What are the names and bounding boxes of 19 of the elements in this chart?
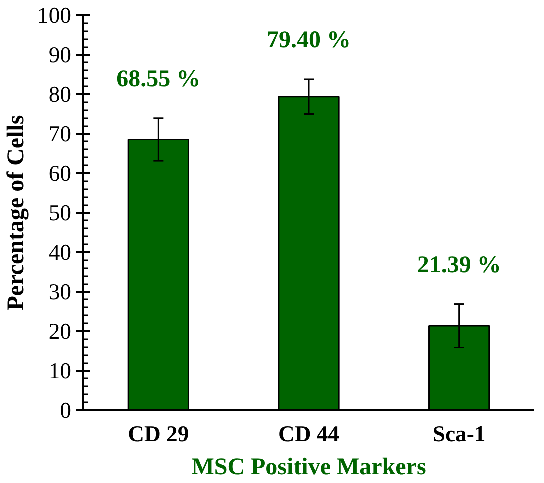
data-label: 21.39 %: [417, 252, 502, 278]
y-tick-label: 40: [48, 240, 72, 265]
y-tick-label: 70: [48, 122, 72, 146]
x-tick-label: CD 29: [128, 422, 190, 446]
y-tick-label: 20: [48, 319, 72, 344]
data-label: 68.55 %: [116, 66, 201, 92]
y-tick-label: 100: [38, 3, 72, 28]
x-tick-label: Sca-1: [432, 422, 486, 446]
y-axis-title: Percentage of Cells: [4, 115, 30, 311]
y-tick-label: 60: [48, 161, 72, 186]
x-tick-label: CD 44: [278, 422, 340, 446]
y-tick-label: 90: [48, 42, 72, 68]
data-label: 79.40 %: [267, 27, 351, 54]
x-axis-title: MSC Positive Markers: [192, 454, 426, 480]
y-tick-label: 0: [60, 398, 72, 423]
y-tick-label: 80: [48, 82, 72, 107]
y-tick-label: 30: [48, 280, 72, 304]
y-tick-label: 10: [48, 358, 72, 384]
y-tick-label: 50: [48, 200, 72, 226]
